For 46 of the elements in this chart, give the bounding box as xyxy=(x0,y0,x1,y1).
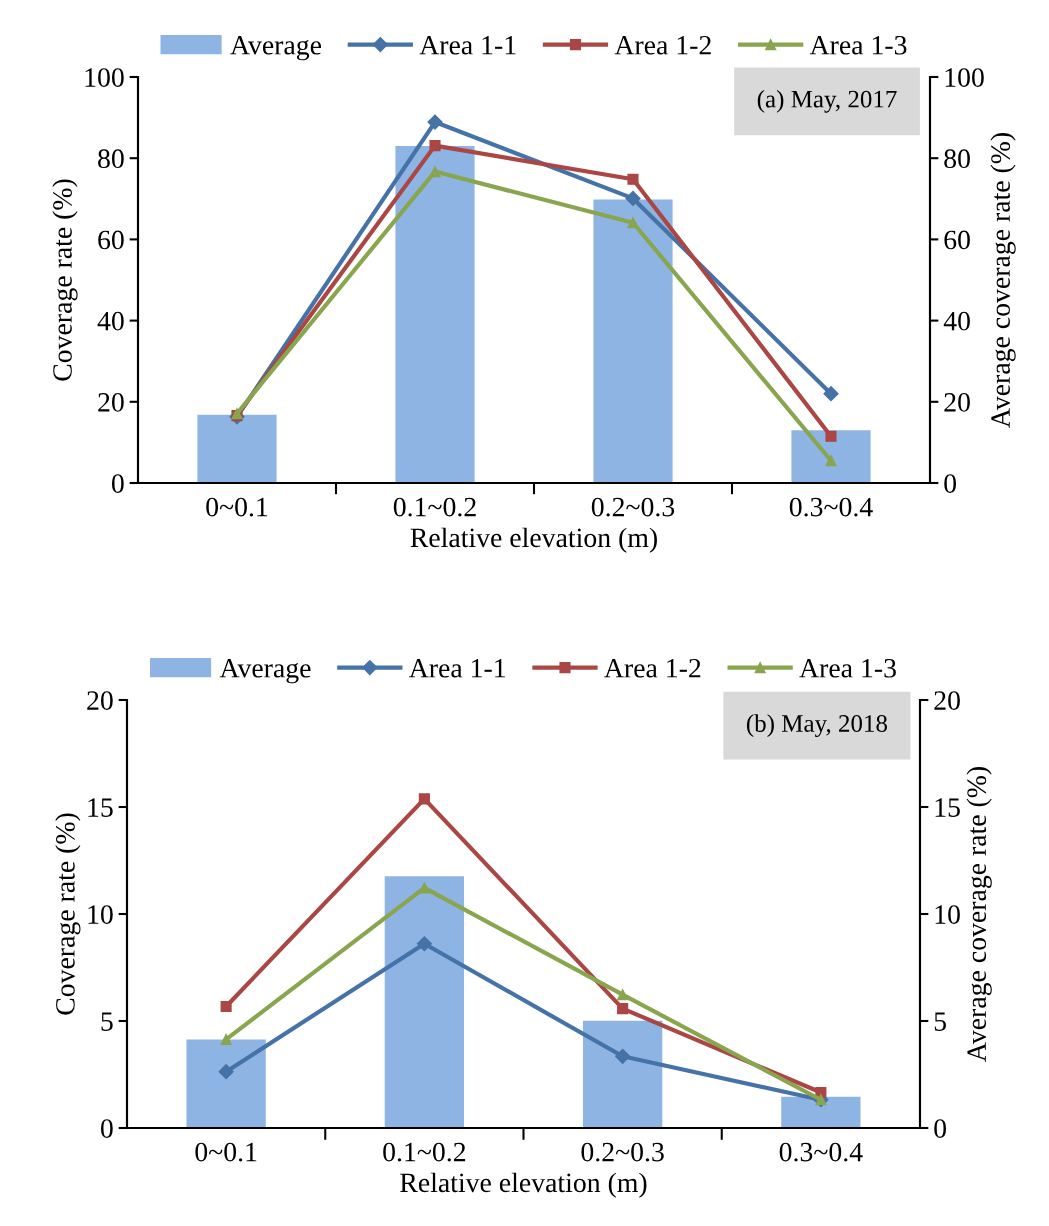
y-tick-label: 15 xyxy=(88,798,113,817)
legend-label: Area 1-3 xyxy=(809,35,907,55)
y2-tick-label: 60 xyxy=(944,230,970,250)
y-tick-label: 20 xyxy=(87,691,113,710)
y2-tick-label: 0 xyxy=(944,474,957,493)
y2-tick-label: 15 xyxy=(935,798,960,817)
y-tick-label: 0 xyxy=(111,474,124,493)
y2-tick-label: 5 xyxy=(934,1012,946,1031)
legend-label: Area 1-1 xyxy=(408,659,505,678)
y2-tick-label: 20 xyxy=(944,392,970,412)
y2-tick-label: 20 xyxy=(934,691,960,710)
y-axis-title: Coverage rate (%) xyxy=(52,179,78,381)
x-tick-label: 0.2~0.3 xyxy=(591,497,675,517)
y2-axis-title: Average coverage rate (%) xyxy=(966,767,992,1062)
x-axis-title: Relative elevation (m) xyxy=(410,527,657,553)
y2-tick-label: 40 xyxy=(943,311,970,331)
y-tick-label: 20 xyxy=(98,392,124,412)
y-tick-label: 10 xyxy=(88,905,113,924)
y-tick-label: 0 xyxy=(100,1119,113,1138)
legend-label: Area 1-2 xyxy=(604,658,701,678)
y2-tick-label: 0 xyxy=(934,1119,947,1138)
y2-tick-label: 10 xyxy=(935,905,960,924)
y2-tick-label: 100 xyxy=(945,68,984,87)
x-tick-label: 0.1~0.2 xyxy=(383,1142,466,1162)
x-tick-label: 0.1~0.2 xyxy=(393,497,476,517)
y2-axis-title: Average coverage rate (%) xyxy=(990,133,1016,428)
y2-tick-label: 80 xyxy=(944,149,970,169)
y-tick-label: 5 xyxy=(101,1012,113,1031)
legend-label: Area 1-3 xyxy=(799,658,896,678)
x-tick-label: 0.3~0.4 xyxy=(779,1142,863,1162)
x-tick-label: 0.2~0.3 xyxy=(581,1142,664,1162)
legend-label: Average xyxy=(230,36,322,61)
y-tick-label: 100 xyxy=(85,68,124,87)
annotation: (a) May, 2017 xyxy=(757,89,897,113)
y-tick-label: 60 xyxy=(98,230,124,250)
y-tick-label: 80 xyxy=(98,149,124,169)
x-tick-label: 0.3~0.4 xyxy=(789,497,873,517)
legend-label: Average xyxy=(219,659,311,684)
y-tick-label: 40 xyxy=(97,311,124,331)
x-axis-title: Relative elevation (m) xyxy=(400,1172,647,1198)
y-axis-title: Coverage rate (%) xyxy=(55,813,81,1015)
legend-label: Area 1-1 xyxy=(419,36,516,55)
annotation: (b) May, 2018 xyxy=(746,714,888,738)
x-tick-label: 0~0.1 xyxy=(206,497,268,517)
legend-label: Area 1-2 xyxy=(614,35,711,55)
x-tick-label: 0~0.1 xyxy=(195,1142,257,1162)
